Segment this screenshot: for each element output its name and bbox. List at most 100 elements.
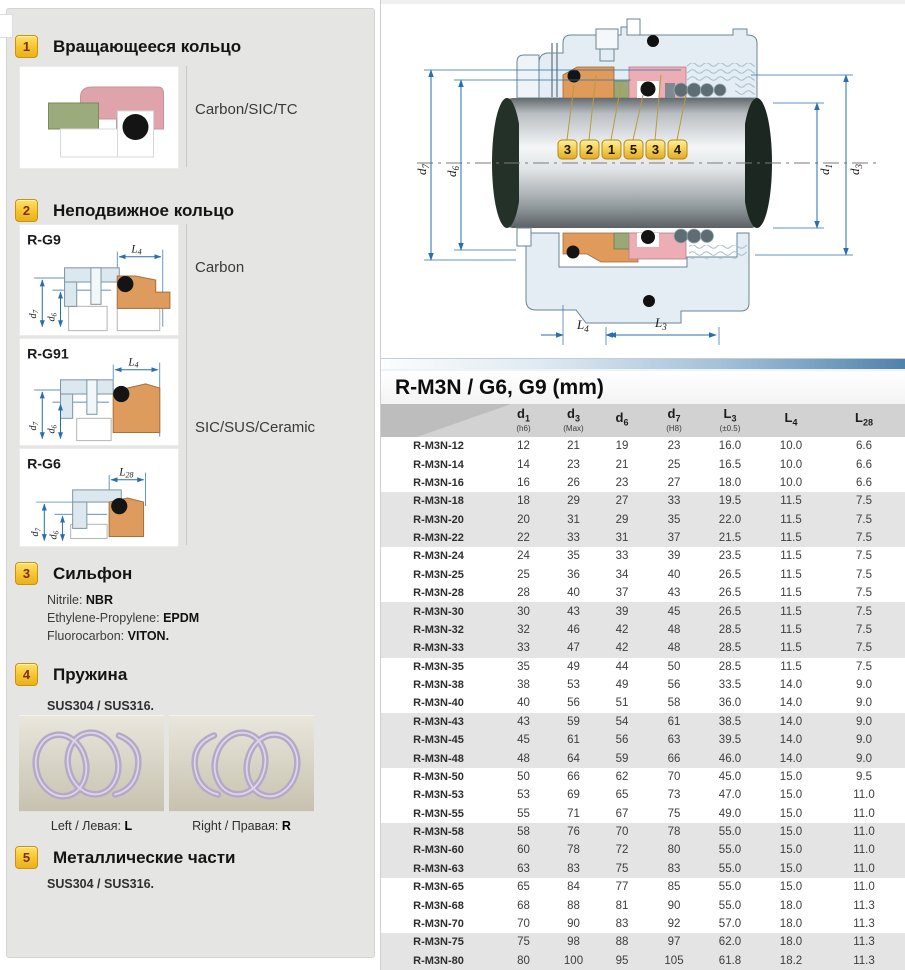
table-row: R-M3N-14 14 23 21 25 16.5 10.0 6.6: [381, 455, 905, 473]
value-cell: 11.5: [780, 495, 802, 508]
value-cell: 49: [567, 660, 580, 673]
value-cell: 61: [567, 734, 580, 747]
value-cell: 55.0: [718, 826, 742, 839]
value-cell: 11.5: [780, 587, 802, 600]
value-cell: 36: [567, 568, 580, 581]
value-cell: 47: [567, 642, 580, 655]
value-cell: 7.5: [856, 495, 872, 508]
value-cell: 88: [567, 899, 580, 912]
value-cell: 11.0: [853, 807, 875, 820]
value-cell: 33: [567, 532, 580, 545]
table-row: R-M3N-24 24 35 33 39 23.5 11.5 7.5: [381, 547, 905, 565]
value-cell: 38: [517, 679, 530, 692]
model-cell: R-M3N-38: [413, 679, 464, 692]
model-cell: R-M3N-14: [413, 458, 464, 471]
table-row: R-M3N-35 35 49 44 50 28.5 11.5 7.5: [381, 658, 905, 676]
value-cell: 18.2: [779, 954, 803, 967]
o-ring-icon: [111, 498, 128, 515]
table-row: R-M3N-43 43 59 54 61 38.5 14.0 9.0: [381, 712, 905, 731]
value-cell: 6.6: [856, 476, 872, 489]
table-row: R-M3N-22 22 33 31 37 21.5 11.5 7.5: [381, 528, 905, 548]
section-5-title: Металлические части: [53, 847, 236, 867]
value-cell: 31: [567, 513, 580, 526]
corner-tab: [0, 14, 13, 38]
value-cell: 46: [567, 623, 580, 636]
value-cell: 7.5: [856, 550, 872, 563]
value-cell: 42: [615, 642, 629, 655]
value-cell: 40: [517, 697, 530, 710]
value-cell: 11.5: [780, 550, 802, 563]
table-row: R-M3N-40 40 56 51 58 36.0 14.0 9.0: [381, 694, 905, 712]
value-cell: 61: [667, 715, 681, 728]
value-cell: 68: [517, 899, 530, 912]
model-cell: R-M3N-30: [413, 605, 464, 618]
value-cell: 36.0: [718, 697, 742, 710]
value-cell: 15.0: [779, 770, 803, 783]
value-cell: 18.0: [718, 476, 742, 489]
value-cell: 23: [615, 476, 629, 489]
value-cell: 15.0: [779, 807, 803, 820]
rg91-d7-dim: d7: [28, 421, 40, 430]
rotating-ring-image: [19, 66, 179, 169]
value-cell: 33: [615, 550, 629, 563]
value-cell: 67: [615, 807, 629, 820]
rg6-l28-dim: L28: [118, 467, 133, 480]
value-cell: 44: [615, 660, 629, 673]
value-cell: 77: [615, 881, 629, 894]
value-cell: 22.0: [718, 513, 742, 526]
model-cell: R-M3N-24: [413, 550, 464, 563]
spring-left-drawing: [19, 715, 164, 812]
value-cell: 78: [667, 826, 681, 839]
value-cell: 7.5: [856, 587, 872, 600]
value-cell: 15.0: [779, 844, 803, 857]
value-cell: 16.0: [718, 440, 742, 453]
value-cell: 46.0: [718, 752, 742, 765]
value-cell: 60: [517, 844, 530, 857]
header-model-cell: [381, 404, 496, 437]
model-cell: R-M3N-58: [413, 826, 464, 839]
value-cell: 19.5: [718, 495, 742, 508]
model-cell: R-M3N-45: [413, 734, 464, 747]
value-cell: 11.0: [853, 844, 875, 857]
section-1-title: Вращающееся кольцо: [53, 36, 242, 56]
value-cell: 71: [567, 807, 580, 820]
lower-seal-assembly: [516, 227, 750, 324]
value-cell: 83: [567, 862, 580, 875]
d1-dim-label: d1: [817, 164, 834, 175]
value-cell: 15.0: [779, 881, 803, 894]
table-row: R-M3N-63 63 83 75 83 55.0 15.0 11.0: [381, 859, 905, 878]
parts-sidebar: 1 Вращающееся кольцо Carbon/SIC/TC 2 Неп…: [6, 8, 375, 958]
spring-left-caption: Left / Левая: L: [50, 819, 133, 833]
value-cell: 48: [667, 642, 681, 655]
value-cell: 75: [667, 807, 681, 820]
section-4-title: Пружина: [53, 664, 128, 684]
rg91-label: R-G91: [27, 347, 69, 363]
product-panel: d7 d6 d1 d3 L4 L3: [380, 0, 905, 970]
value-cell: 33: [667, 495, 681, 508]
value-cell: 88: [615, 936, 629, 949]
header-d7: d7 (H8): [666, 405, 682, 434]
table-row: R-M3N-60 60 78 72 80 55.0 15.0 11.0: [381, 841, 905, 860]
value-cell: 62.0: [718, 936, 742, 949]
value-cell: 9.0: [856, 752, 872, 765]
value-cell: 11.0: [853, 789, 875, 802]
spring-left-image: [19, 715, 164, 812]
rg9-d7-dim: d7: [28, 309, 40, 318]
metal-parts-material: SUS304 / SUS316.: [47, 877, 155, 891]
value-cell: 37: [667, 532, 681, 545]
stationary-ring-rg91-image: R-G91 L4 d7 d6: [19, 338, 179, 446]
value-cell: 64: [567, 752, 580, 765]
spring-right-drawing: [169, 715, 314, 812]
seal-cross-section-diagram: d7 d6 d1 d3 L4 L3: [414, 18, 881, 345]
value-cell: 26.5: [718, 568, 742, 581]
table-row: R-M3N-28 28 40 37 43 26.5 11.5 7.5: [381, 584, 905, 602]
table-row: R-M3N-20 20 31 29 35 22.0 11.5 7.5: [381, 510, 905, 529]
d3-dim-label: d3: [847, 164, 864, 176]
model-cell: R-M3N-18: [413, 495, 464, 508]
value-cell: 81: [615, 899, 629, 912]
value-cell: 29: [567, 495, 580, 508]
section-2-header: 2 Неподвижное кольцо: [15, 199, 234, 222]
table-row: R-M3N-75 75 98 88 97 62.0 18.0 11.3: [381, 933, 905, 952]
value-cell: 35: [667, 513, 681, 526]
value-cell: 54: [615, 715, 629, 728]
